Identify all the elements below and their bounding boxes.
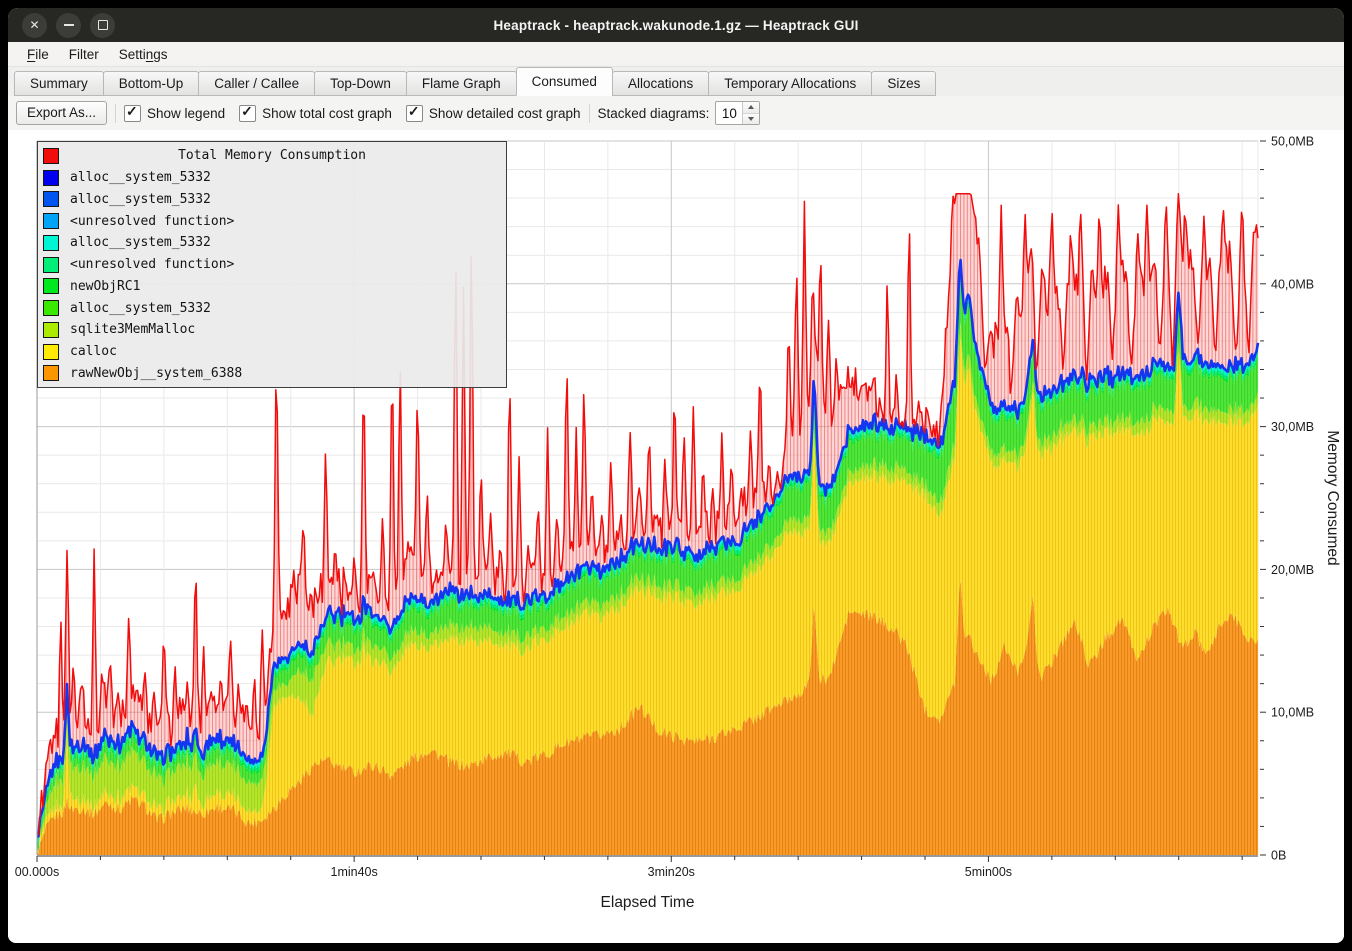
spinner-value: 10 xyxy=(716,102,742,124)
chevron-down-icon xyxy=(748,117,754,121)
svg-text:10,0MB: 10,0MB xyxy=(1271,706,1314,720)
window-controls: ✕ xyxy=(22,8,115,42)
legend-item-label: <unresolved function> xyxy=(70,257,234,272)
checkbox-show-legend[interactable]: ✓ Show legend xyxy=(124,105,225,122)
check-icon: ✓ xyxy=(126,103,138,120)
legend-item: alloc__system_5332 xyxy=(38,233,506,253)
legend-swatch xyxy=(43,170,59,186)
legend-item-label: <unresolved function> xyxy=(70,214,234,229)
svg-text:50,0MB: 50,0MB xyxy=(1271,135,1314,149)
legend-swatch xyxy=(43,235,59,251)
title-bar: ✕ Heaptrack - heaptrack.wakunode.1.gz — … xyxy=(8,8,1344,42)
legend-item: alloc__system_5332 xyxy=(38,298,506,318)
maximize-icon xyxy=(98,20,108,30)
stacked-diagrams-label: Stacked diagrams: xyxy=(598,106,710,121)
minimize-button[interactable] xyxy=(56,13,81,38)
export-as-button[interactable]: Export As... xyxy=(16,101,107,125)
legend-item: alloc__system_5332 xyxy=(38,168,506,188)
legend-item: sqlite3MemMalloc xyxy=(38,320,506,340)
svg-text:0B: 0B xyxy=(1271,849,1286,863)
chevron-up-icon xyxy=(748,105,754,109)
minimize-icon xyxy=(64,24,74,26)
tab-bar: SummaryBottom-UpCaller / CalleeTop-DownF… xyxy=(8,67,1344,96)
window-title: Heaptrack - heaptrack.wakunode.1.gz — He… xyxy=(8,18,1344,33)
close-button[interactable]: ✕ xyxy=(22,13,47,38)
checkbox-show-total-cost-graph[interactable]: ✓ Show total cost graph xyxy=(239,105,392,122)
svg-text:5min00s: 5min00s xyxy=(965,865,1012,879)
tab-top-down[interactable]: Top-Down xyxy=(314,71,407,96)
consumed-chart[interactable]: 00.000s 1min40s 3min20s 5min00s 0B 10,0MB 20,0… xyxy=(8,130,1344,943)
tab-caller-callee[interactable]: Caller / Callee xyxy=(198,71,315,96)
tab-flame-graph[interactable]: Flame Graph xyxy=(406,71,517,96)
checkbox-box[interactable]: ✓ xyxy=(239,105,256,122)
legend-title: Total Memory Consumption xyxy=(59,148,485,163)
legend-swatch xyxy=(43,344,59,360)
menu-settings[interactable]: Settings xyxy=(110,45,177,64)
close-icon: ✕ xyxy=(29,19,39,31)
y-axis-label: Memory Consumed xyxy=(1324,430,1341,565)
legend-swatch xyxy=(43,213,59,229)
menu-filter[interactable]: Filter xyxy=(60,45,108,64)
chart-legend: Total Memory Consumption alloc__system_53… xyxy=(37,141,507,388)
svg-text:3min20s: 3min20s xyxy=(648,865,695,879)
legend-swatch xyxy=(43,365,59,381)
legend-swatch xyxy=(43,191,59,207)
legend-swatch xyxy=(43,257,59,273)
menu-file[interactable]: File xyxy=(18,45,58,64)
legend-item-label: sqlite3MemMalloc xyxy=(70,322,195,337)
tab-sizes[interactable]: Sizes xyxy=(871,71,936,96)
tab-temporary-allocations[interactable]: Temporary Allocations xyxy=(708,71,872,96)
menu-bar: FileFilterSettings xyxy=(8,42,1344,67)
tab-summary[interactable]: Summary xyxy=(14,71,104,96)
checkbox-label: Show legend xyxy=(147,106,225,121)
stacked-diagrams-group: Stacked diagrams: 10 xyxy=(598,101,761,125)
maximize-button[interactable] xyxy=(90,13,115,38)
svg-text:1min40s: 1min40s xyxy=(331,865,378,879)
legend-item: alloc__system_5332 xyxy=(38,189,506,209)
spinner-down-button[interactable] xyxy=(743,114,759,125)
check-icon: ✓ xyxy=(241,103,253,120)
svg-text:40,0MB: 40,0MB xyxy=(1271,277,1314,291)
checkbox-label: Show total cost graph xyxy=(262,106,392,121)
app-window: ✕ Heaptrack - heaptrack.wakunode.1.gz — … xyxy=(8,8,1344,943)
toolbar-separator xyxy=(115,104,116,123)
legend-item-label: alloc__system_5332 xyxy=(70,301,211,316)
legend-swatch xyxy=(43,278,59,294)
legend-item: calloc xyxy=(38,342,506,362)
legend-item-label: rawNewObj__system_6388 xyxy=(70,366,242,381)
svg-text:20,0MB: 20,0MB xyxy=(1271,563,1314,577)
tab-allocations[interactable]: Allocations xyxy=(612,71,709,96)
checkbox-show-detailed-cost-graph[interactable]: ✓ Show detailed cost graph xyxy=(406,105,581,122)
legend-item: <unresolved function> xyxy=(38,211,506,231)
tab-bottom-up[interactable]: Bottom-Up xyxy=(103,71,200,96)
checkbox-label: Show detailed cost graph xyxy=(429,106,581,121)
legend-swatch xyxy=(43,322,59,338)
legend-item-label: newObjRC1 xyxy=(70,279,140,294)
svg-text:00.000s: 00.000s xyxy=(15,865,59,879)
checkbox-box[interactable]: ✓ xyxy=(124,105,141,122)
legend-title-row: Total Memory Consumption xyxy=(38,146,506,166)
stacked-diagrams-spinner[interactable]: 10 xyxy=(715,101,760,125)
svg-text:30,0MB: 30,0MB xyxy=(1271,420,1314,434)
toolbar: Export As... ✓ Show legend ✓ Show total cos… xyxy=(8,96,1344,130)
legend-item: <unresolved function> xyxy=(38,255,506,275)
legend-item: newObjRC1 xyxy=(38,276,506,296)
toolbar-separator xyxy=(589,104,590,123)
legend-swatch xyxy=(43,300,59,316)
legend-item: rawNewObj__system_6388 xyxy=(38,363,506,383)
legend-item-label: alloc__system_5332 xyxy=(70,235,211,250)
x-axis-label: Elapsed Time xyxy=(601,894,695,911)
legend-swatch-total xyxy=(43,148,59,164)
spinner-up-button[interactable] xyxy=(743,102,759,114)
check-icon: ✓ xyxy=(408,103,420,120)
legend-item-label: alloc__system_5332 xyxy=(70,192,211,207)
tab-consumed[interactable]: Consumed xyxy=(516,67,613,96)
checkbox-box[interactable]: ✓ xyxy=(406,105,423,122)
legend-item-label: calloc xyxy=(70,344,117,359)
legend-item-label: alloc__system_5332 xyxy=(70,170,211,185)
